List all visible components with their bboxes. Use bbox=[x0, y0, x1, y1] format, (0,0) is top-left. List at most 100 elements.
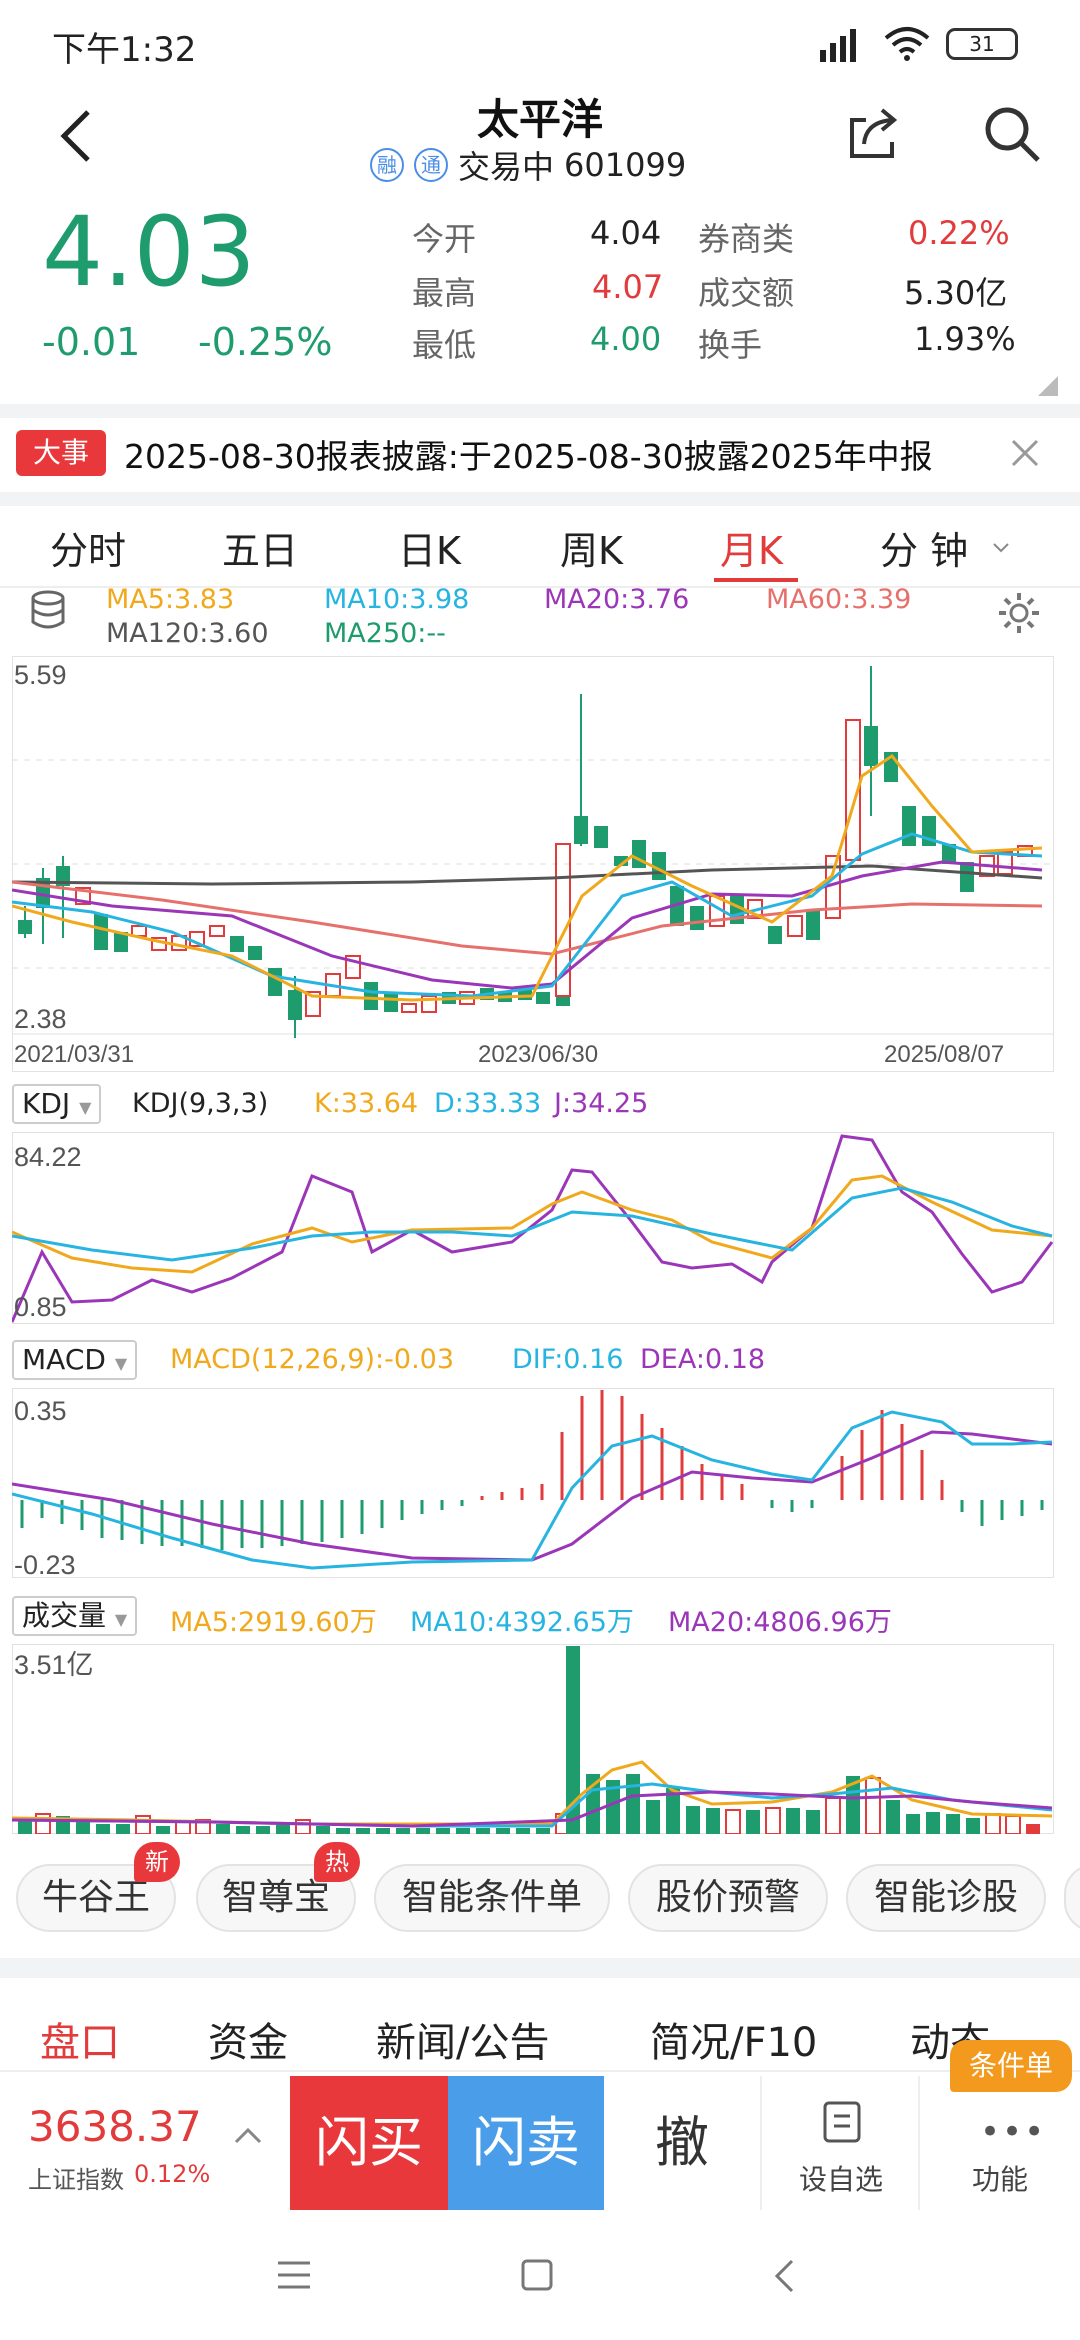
indicator-select-volume[interactable]: 成交量 ▼ bbox=[12, 1596, 138, 1636]
tab-daily-k[interactable]: 日K bbox=[398, 529, 461, 573]
macd-select-label: MACD bbox=[22, 1343, 106, 1376]
low-label: 最低 bbox=[412, 326, 477, 364]
share-icon[interactable] bbox=[844, 106, 902, 164]
search-icon[interactable] bbox=[982, 104, 1042, 164]
tool-smart-diagnosis[interactable]: 智能诊股 bbox=[846, 1864, 1046, 1932]
tab-intraday[interactable]: 分时 bbox=[50, 529, 127, 573]
tab-news[interactable]: 新闻/公告 bbox=[376, 2020, 550, 2066]
indicator-select-kdj[interactable]: KDJ ▼ bbox=[12, 1084, 102, 1124]
last-price: 4.03 bbox=[42, 196, 256, 308]
hot-badge: 热 bbox=[314, 1842, 360, 1882]
macd-ymax: 0.35 bbox=[14, 1396, 67, 1426]
kline-date-start: 2021/03/31 bbox=[14, 1041, 134, 1068]
wifi-icon bbox=[884, 27, 930, 61]
flash-sell-button[interactable]: 闪卖 bbox=[448, 2076, 604, 2210]
kline-ymin: 2.38 bbox=[14, 1004, 67, 1034]
kdj-d-line bbox=[12, 1186, 1053, 1262]
macd-chart[interactable]: 0.35 -0.23 bbox=[12, 1388, 1054, 1578]
new-badge: 新 bbox=[134, 1842, 180, 1882]
kline-ymax: 5.59 bbox=[14, 660, 67, 690]
divider bbox=[0, 1958, 1080, 1978]
function-button[interactable]: ••• 功能 bbox=[920, 2076, 1080, 2210]
open-value: 4.04 bbox=[590, 214, 662, 252]
tool-smart-condition-order[interactable]: 智能条件单 bbox=[374, 1864, 610, 1932]
settings-gear-icon[interactable] bbox=[996, 590, 1042, 636]
stock-name: 太平洋 bbox=[476, 95, 603, 144]
vol-ma5-line bbox=[12, 1760, 1053, 1826]
event-banner[interactable]: 大事 2025-08-30报表披露:于2025-08-30披露2025年中报 bbox=[0, 420, 1080, 492]
kdj-ymin: 0.85 bbox=[14, 1292, 67, 1322]
flash-buy-button[interactable]: 闪买 bbox=[290, 2076, 448, 2210]
tool-niuguwang[interactable]: 牛谷王新 bbox=[16, 1842, 180, 1932]
condition-order-badge[interactable]: 条件单 bbox=[950, 2040, 1072, 2092]
indicator-select-macd[interactable]: MACD ▼ bbox=[12, 1340, 138, 1380]
tab-monthly-k[interactable]: 月K bbox=[720, 529, 783, 573]
chevron-down-icon: ▼ bbox=[114, 1610, 128, 1629]
tool-price-alert[interactable]: 股价预警 bbox=[628, 1864, 828, 1932]
add-watchlist-button[interactable]: 设自选 bbox=[762, 2076, 920, 2210]
open-label: 今开 bbox=[412, 220, 477, 258]
ma250-value: MA250:-- bbox=[324, 618, 446, 649]
divider bbox=[0, 492, 1080, 506]
volume-chart[interactable]: 3.51亿 bbox=[12, 1644, 1054, 1834]
kdj-chart[interactable]: 84.22 0.85 bbox=[12, 1132, 1054, 1324]
macd-ymin: -0.23 bbox=[14, 1550, 76, 1578]
connect-badge: 通 bbox=[414, 148, 448, 182]
macd-green-bars bbox=[20, 1500, 1044, 1550]
volume-select-label: 成交量 bbox=[22, 1599, 107, 1632]
ma10-value: MA10:3.98 bbox=[324, 584, 470, 615]
watchlist-label: 设自选 bbox=[798, 2163, 883, 2196]
macd-red-bars bbox=[480, 1390, 944, 1500]
tool-zhizunbao[interactable]: 智尊宝热 bbox=[196, 1842, 360, 1932]
kdj-j: J:34.25 bbox=[554, 1088, 649, 1119]
tool-more-partial[interactable] bbox=[1064, 1864, 1080, 1932]
tab-funds[interactable]: 资金 bbox=[208, 2020, 288, 2066]
chevron-down-icon: ▼ bbox=[79, 1098, 92, 1117]
nav-back-icon[interactable] bbox=[772, 2258, 796, 2294]
kdj-ymax: 84.22 bbox=[14, 1142, 82, 1172]
monthly-kline-chart[interactable]: 5.59 2.38 2021/03/31 2023/06/30 2025/08/… bbox=[12, 656, 1054, 1072]
status-time: 下午1:32 bbox=[52, 30, 197, 70]
ma5-line bbox=[12, 753, 1043, 1002]
kline-date-mid: 2023/06/30 bbox=[478, 1041, 598, 1068]
close-icon[interactable] bbox=[1010, 438, 1040, 468]
sector-value: 0.22% bbox=[908, 214, 1010, 252]
index-name: 上证指数 bbox=[28, 2166, 124, 2194]
trade-status: 交易中 bbox=[458, 148, 555, 186]
margin-badge: 融 bbox=[370, 148, 404, 182]
kline-date-end: 2025/08/07 bbox=[884, 1041, 1004, 1068]
amount-label: 成交额 bbox=[698, 274, 795, 312]
ma60-value: MA60:3.39 bbox=[766, 584, 912, 615]
tab-weekly-k[interactable]: 周K bbox=[560, 529, 623, 573]
tool-label: 智尊宝 bbox=[221, 1877, 330, 1918]
kdj-d: D:33.33 bbox=[434, 1088, 542, 1119]
back-icon[interactable] bbox=[58, 108, 94, 164]
chevron-up-icon[interactable] bbox=[234, 2126, 262, 2146]
tab-panel[interactable]: 盘口 bbox=[40, 2020, 120, 2066]
menu-icon[interactable] bbox=[276, 2260, 312, 2290]
tab-five-day[interactable]: 五日 bbox=[222, 529, 299, 573]
index-value[interactable]: 3638.37 bbox=[28, 2102, 202, 2151]
signal-icon bbox=[820, 29, 856, 62]
chevron-down-icon: ▼ bbox=[114, 1354, 128, 1373]
tool-label: 牛谷王 bbox=[41, 1877, 150, 1918]
vol-ma10: MA10:4392.65万 bbox=[410, 1607, 634, 1638]
battery-icon: 31 bbox=[946, 28, 1018, 60]
tab-f10[interactable]: 简况/F10 bbox=[650, 2020, 818, 2066]
ma10-line bbox=[12, 832, 1043, 998]
macd-title: MACD(12,26,9):-0.03 bbox=[170, 1344, 455, 1375]
cancel-order-button[interactable]: 撤 bbox=[604, 2076, 762, 2210]
sector-label: 券商类 bbox=[698, 220, 795, 258]
expand-corner-icon[interactable] bbox=[1038, 376, 1058, 396]
kdj-title: KDJ(9,3,3) bbox=[132, 1088, 269, 1119]
macd-dea: DEA:0.18 bbox=[640, 1344, 766, 1375]
vol-ymax: 3.51亿 bbox=[14, 1650, 94, 1680]
stock-subtitle: 融 通 交易中 601099 bbox=[370, 142, 686, 188]
macd-dea-line bbox=[12, 1430, 1053, 1562]
period-tabs: 分时 五日 日K 周K 月K 分 钟 bbox=[0, 506, 1080, 586]
database-icon[interactable] bbox=[30, 590, 70, 634]
home-icon[interactable] bbox=[520, 2258, 554, 2292]
tab-minute[interactable]: 分 钟 bbox=[880, 529, 969, 573]
high-label: 最高 bbox=[412, 274, 477, 312]
amount-value: 5.30亿 bbox=[904, 274, 1008, 312]
